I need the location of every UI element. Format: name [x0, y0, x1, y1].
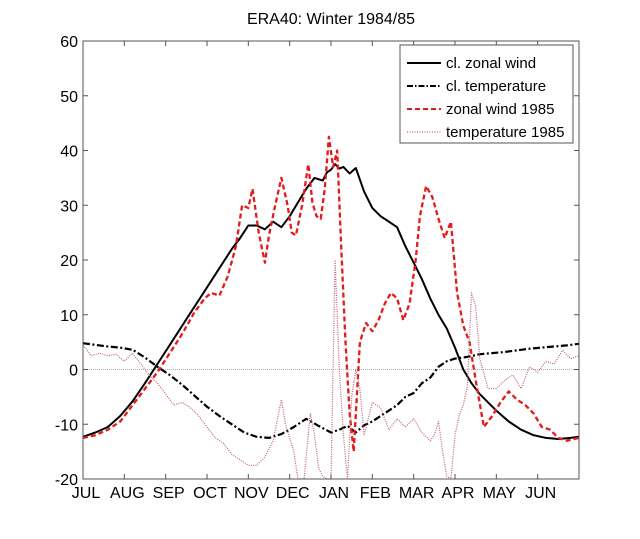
series-line-zonal-wind-1985	[82, 135, 580, 453]
x-tick-labels: JUL AUG SEP OCT NOV DEC JAN FEB MAR APR MAY JUN	[72, 485, 556, 502]
series-line-temperature-1985	[82, 259, 580, 480]
y-tick-label: 50	[60, 89, 78, 106]
x-tick-label: APR	[442, 485, 475, 502]
y-tick-label: 20	[60, 253, 78, 270]
x-tick-label: AUG	[110, 485, 145, 502]
x-tick-label: OCT	[193, 485, 227, 502]
y-tick-label: -20	[55, 472, 78, 489]
x-tick-label: SEP	[153, 485, 185, 502]
legend-label-cl-temperature: cl. temperature	[446, 78, 546, 95]
legend-label-zonal-wind-1985: zonal wind 1985	[446, 101, 554, 118]
legend: cl. zonal wind cl. temperature zonal win…	[399, 44, 574, 144]
y-tick-label: 10	[60, 308, 78, 325]
x-tick-label: JUL	[72, 485, 101, 502]
y-tick-label: 60	[60, 34, 78, 51]
x-tick-label: NOV	[234, 485, 269, 502]
y-tick-label: 0	[69, 363, 78, 380]
x-tick-label: FEB	[360, 485, 391, 502]
legend-label-cl-zonal-wind: cl. zonal wind	[446, 55, 536, 72]
y-tick-labels: -20 -10 0 10 20 30 40 50 60	[55, 34, 78, 489]
chart-title: ERA40: Winter 1984/85	[247, 11, 415, 28]
x-tick-label: MAY	[483, 485, 517, 502]
y-tick-label: 30	[60, 198, 78, 215]
axis-ticks	[82, 40, 579, 480]
x-tick-label: MAR	[399, 485, 435, 502]
series-line-cl-zonal-wind	[82, 163, 580, 440]
y-tick-label: -10	[55, 417, 78, 434]
legend-box	[399, 44, 574, 144]
x-tick-label: JAN	[319, 485, 349, 502]
series-lines	[82, 135, 580, 480]
x-tick-label: DEC	[276, 485, 310, 502]
y-tick-label: 40	[60, 144, 78, 161]
x-tick-label: JUN	[525, 485, 556, 502]
legend-label-temperature-1985: temperature 1985	[446, 124, 564, 141]
